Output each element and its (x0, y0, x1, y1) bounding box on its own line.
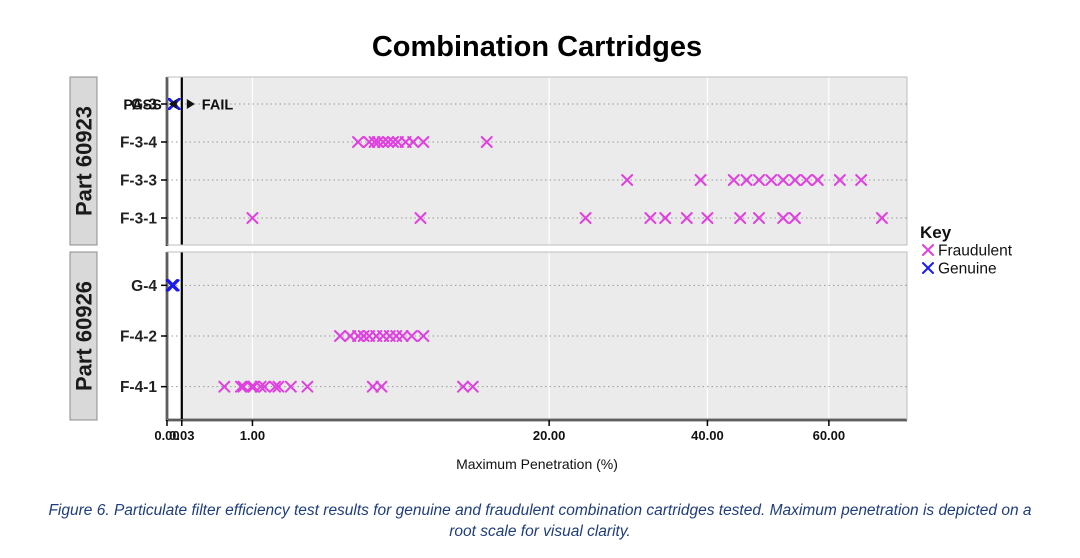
data-point (167, 279, 180, 292)
fail-label: FAIL (202, 98, 234, 114)
y-tick-label: G-3 (131, 97, 157, 114)
data-point (800, 174, 813, 186)
legend-marker (922, 244, 934, 256)
data-point (701, 212, 714, 224)
data-point (788, 174, 801, 186)
data-point (237, 380, 250, 393)
data-point (777, 212, 790, 224)
pass-label: PASS (123, 98, 162, 114)
data-point (245, 380, 258, 393)
data-point (734, 212, 747, 224)
y-tick-label: F-4-2 (120, 329, 157, 346)
x-tick-label: 1.00 (240, 428, 265, 443)
y-tick-label: F-3-3 (120, 173, 157, 190)
panel-border (166, 76, 908, 246)
data-point (811, 174, 824, 186)
y-tick-label: F-3-1 (120, 211, 157, 228)
legend-label: Fraudulent (938, 243, 1013, 260)
data-point (301, 380, 314, 393)
data-point (417, 136, 430, 148)
data-point (855, 174, 868, 186)
pass-region (167, 252, 182, 420)
chart-title: Combination Cartridges (372, 31, 702, 63)
chart: Combination Cartridges Part 60923 G-3 F-3-4… (69, 31, 1013, 472)
data-point (218, 380, 231, 393)
panel-strip-label: Part 60923 (72, 106, 97, 216)
data-point (334, 330, 347, 342)
data-point (740, 174, 753, 186)
data-point (753, 212, 765, 224)
legend-label: Genuine (938, 261, 997, 278)
x-axis-title: Maximum Penetration (%) (456, 456, 618, 472)
data-point (375, 380, 388, 393)
data-point (659, 212, 672, 224)
data-point (272, 380, 285, 393)
x-tick-label: 60.00 (813, 428, 846, 443)
data-point (875, 212, 888, 224)
data-point (235, 380, 247, 393)
data-point (414, 212, 427, 224)
data-point (753, 174, 765, 186)
data-point (680, 212, 693, 224)
legend-marker (922, 262, 934, 274)
data-point (788, 212, 801, 224)
data-point (387, 136, 400, 148)
figure-caption: Figure 6. Particulate filter efficiency … (48, 502, 1032, 540)
data-point (377, 136, 390, 148)
data-point (466, 380, 479, 393)
data-point (352, 136, 365, 148)
data-point (246, 212, 259, 224)
data-point (644, 212, 657, 224)
panel-strip-label: Part 60926 (72, 281, 97, 391)
data-point (405, 330, 418, 342)
data-point (258, 380, 271, 393)
fail-arrow (186, 99, 195, 109)
data-point (417, 330, 430, 342)
y-tick-label: F-4-1 (120, 379, 157, 396)
data-point (765, 174, 778, 186)
y-tick-label: F-3-4 (120, 135, 157, 152)
pass-region (167, 77, 182, 245)
data-point (833, 174, 846, 186)
data-point (396, 330, 409, 342)
data-point (480, 136, 493, 148)
x-tick-label: 0.00 (154, 428, 179, 443)
panel-strip (69, 76, 98, 246)
data-point (382, 136, 395, 148)
data-point (727, 174, 740, 186)
pass-arrow (168, 99, 177, 109)
data-point (372, 136, 385, 148)
data-point (777, 174, 790, 186)
data-point (457, 380, 469, 393)
panel-strip (69, 251, 98, 421)
data-point (368, 136, 381, 148)
x-tick-label: 40.00 (691, 428, 724, 443)
legend-title: Key (920, 223, 952, 242)
data-point (284, 380, 297, 393)
data-point (269, 380, 282, 393)
x-tick-label: 20.00 (533, 428, 566, 443)
x-tick-label: 0.03 (169, 428, 194, 443)
data-point (621, 174, 634, 186)
data-point (407, 136, 420, 148)
data-point (254, 380, 267, 393)
data-point (366, 380, 379, 393)
y-tick-label: G-4 (131, 278, 157, 295)
data-point (694, 174, 707, 186)
data-point (579, 212, 592, 224)
fail-region (181, 77, 908, 245)
